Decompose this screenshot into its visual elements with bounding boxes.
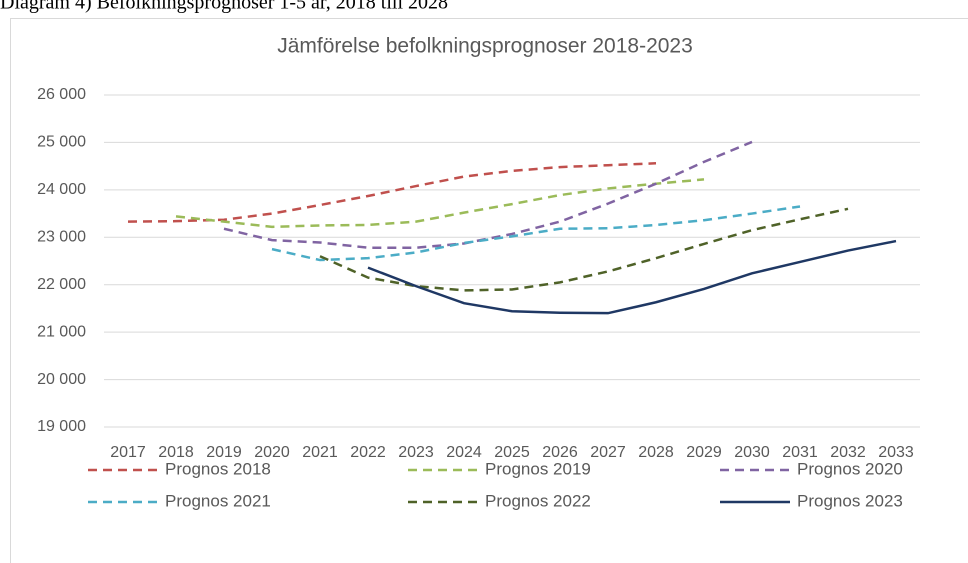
x-tick-label: 2028 <box>638 444 674 461</box>
series-line <box>271 205 801 262</box>
x-tick-label: 2030 <box>734 444 770 461</box>
x-tick-label: 2031 <box>782 444 818 461</box>
y-tick-label: 19 000 <box>37 418 86 435</box>
x-tick-label: 2024 <box>446 444 482 461</box>
legend-label: Prognos 2023 <box>797 491 903 510</box>
caption: Diagram 4) Befolkningsprognoser 1-5 år, … <box>0 0 448 14</box>
legend-label: Prognos 2022 <box>485 491 591 510</box>
y-tick-label: 22 000 <box>37 276 86 293</box>
series-line <box>367 239 897 315</box>
x-tick-label: 2029 <box>686 444 722 461</box>
chart-border <box>10 18 968 563</box>
legend-label: Prognos 2020 <box>797 459 903 478</box>
x-tick-label: 2018 <box>158 444 194 461</box>
series-line <box>319 207 849 292</box>
x-tick-label: 2025 <box>494 444 530 461</box>
series-line <box>223 140 753 249</box>
x-tick-label: 2033 <box>878 444 914 461</box>
series-line <box>175 178 705 229</box>
x-tick-label: 2026 <box>542 444 578 461</box>
x-tick-label: 2027 <box>590 444 626 461</box>
y-tick-label: 26 000 <box>37 86 86 103</box>
legend-label: Prognos 2021 <box>165 491 271 510</box>
legend-label: Prognos 2019 <box>485 459 591 478</box>
x-tick-label: 2020 <box>254 444 290 461</box>
x-tick-label: 2019 <box>206 444 242 461</box>
x-tick-label: 2032 <box>830 444 866 461</box>
y-tick-label: 21 000 <box>37 323 86 340</box>
y-tick-label: 20 000 <box>37 371 86 388</box>
x-tick-label: 2021 <box>302 444 338 461</box>
legend-label: Prognos 2018 <box>165 459 271 478</box>
series-line <box>127 162 657 223</box>
x-tick-label: 2023 <box>398 444 434 461</box>
y-tick-label: 25 000 <box>37 134 86 151</box>
y-tick-label: 24 000 <box>37 181 86 198</box>
x-tick-label: 2022 <box>350 444 386 461</box>
y-tick-label: 23 000 <box>37 229 86 246</box>
x-tick-label: 2017 <box>110 444 146 461</box>
chart-title: Jämförelse befolkningsprognoser 2018-202… <box>277 35 693 58</box>
